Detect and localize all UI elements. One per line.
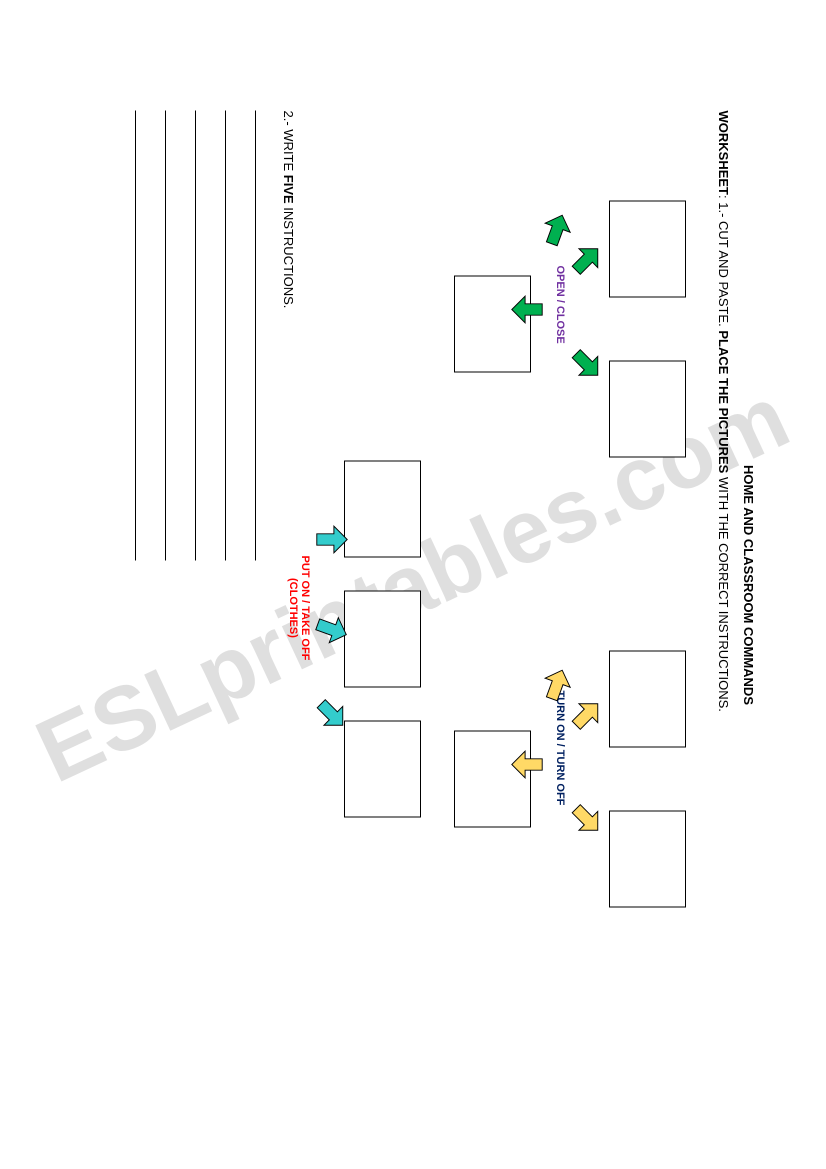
picture-box [609,650,686,747]
arrow-open-close-icon [533,210,576,248]
arrow-turn-icon [533,665,576,703]
arrow-put-icon [308,610,351,648]
picture-box [609,360,686,457]
writing-line [195,110,196,560]
picture-box [609,810,686,907]
picture-box [609,200,686,297]
arrow-turn-icon [563,800,606,838]
task2: 2.- WRITE FIVE INSTRUCTIONS. [281,110,296,308]
picture-box [344,590,421,687]
arrow-put-icon [308,520,351,558]
title: HOME AND CLASSROOM COMMANDS [741,0,756,1169]
picture-box [344,460,421,557]
writing-line [135,110,136,560]
writing-line [165,110,166,560]
writing-line [225,110,226,560]
arrow-put-icon [308,695,351,733]
arrow-turn-icon [503,745,546,783]
arrow-open-close-icon [563,345,606,383]
task1: WORKSHEET: 1.- CUT AND PASTE. PLACE THE … [716,110,731,711]
arrow-open-close-icon [503,290,546,328]
picture-box [344,720,421,817]
worksheet-canvas: HOME AND CLASSROOM COMMANDS WORKSHEET: 1… [0,0,826,1169]
writing-line [255,110,256,560]
